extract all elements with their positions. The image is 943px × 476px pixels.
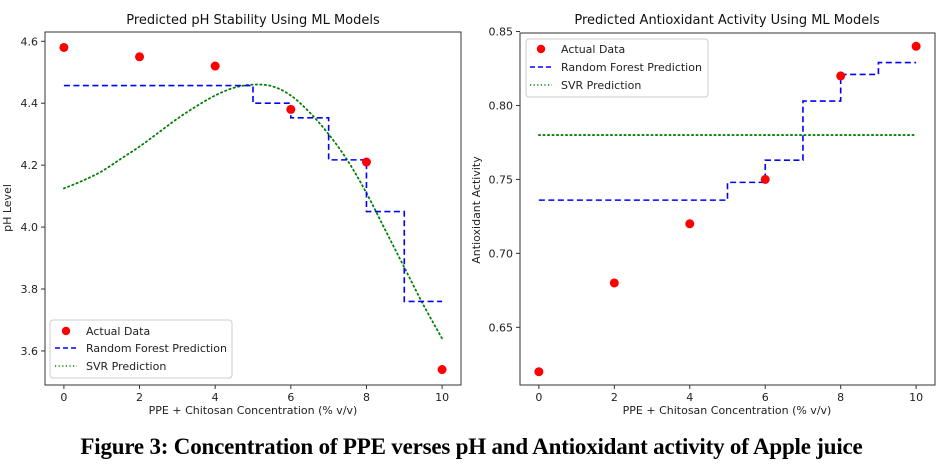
antioxidant-y-tick-label: 0.65 [489, 321, 514, 334]
antioxidant-legend: Actual Data Random Forest Prediction SVR… [525, 38, 709, 98]
antioxidant-plot-area [534, 41, 921, 377]
antioxidant-x-tick-label: 6 [762, 391, 769, 404]
figure-caption: Figure 3: Concentration of PPE verses pH… [80, 434, 863, 459]
antioxidant-chart: Predicted Antioxidant Activity Using ML … [470, 13, 936, 417]
ph-actual-data-point [361, 157, 371, 167]
ph-actual-data-point [437, 365, 447, 375]
ph-y-tick-label: 3.6 [21, 345, 39, 358]
antioxidant-x-tick-label: 4 [686, 391, 693, 404]
ph-legend-actual-label: Actual Data [86, 325, 150, 338]
ph-y-tick-label: 4.2 [21, 159, 39, 172]
antioxidant-legend-box [525, 38, 709, 98]
ph-y-tick-label: 4.0 [21, 221, 39, 234]
antioxidant-legend-svr-label: SVR Prediction [561, 79, 641, 92]
ph-y-axis-label: pH Level [1, 184, 14, 232]
antioxidant-random-forest-line [538, 61, 917, 201]
ph-legend-rf-label: Random Forest Prediction [86, 342, 227, 355]
antioxidant-actual-data-point [911, 41, 921, 51]
ph-x-tick-label: 10 [435, 391, 449, 404]
ph-legend: Actual Data Random Forest Prediction SVR… [49, 319, 233, 379]
ph-y-ticks: 3.6 3.8 4.0 4.2 4.4 4.6 [21, 35, 45, 358]
ph-actual-data-point [210, 61, 220, 71]
antioxidant-x-tick-label: 8 [837, 391, 844, 404]
antioxidant-actual-data-point [685, 219, 695, 229]
ph-svr-line [63, 83, 443, 340]
antioxidant-legend-rf-label: Random Forest Prediction [561, 61, 702, 74]
ph-x-tick-label: 8 [363, 391, 370, 404]
antioxidant-x-tick-label: 10 [909, 391, 923, 404]
ph-x-tick-label: 4 [212, 391, 219, 404]
ph-legend-svr-label: SVR Prediction [86, 360, 166, 373]
ph-legend-box [49, 319, 233, 379]
antioxidant-axes-frame [519, 32, 936, 386]
ph-y-tick-label: 4.4 [21, 97, 39, 110]
ph-x-tick-label: 2 [136, 391, 143, 404]
ph-plot-area [59, 42, 447, 375]
antioxidant-actual-data-point [609, 278, 619, 288]
antioxidant-y-tick-label: 0.85 [489, 26, 514, 39]
antioxidant-y-tick-label: 0.75 [489, 173, 514, 186]
antioxidant-actual-data-point [836, 71, 846, 81]
ph-actual-data-point [286, 104, 296, 114]
ph-random-forest-line [63, 84, 443, 303]
antioxidant-actual-data-point [534, 367, 544, 377]
ph-legend-actual-marker [61, 326, 71, 336]
ph-actual-data-point [59, 42, 69, 52]
antioxidant-y-ticks: 0.65 0.70 0.75 0.80 0.85 [489, 26, 520, 334]
antioxidant-x-axis-label: PPE + Chitosan Concentration (% v/v) [623, 404, 832, 417]
antioxidant-y-tick-label: 0.70 [489, 247, 514, 260]
antioxidant-legend-actual-marker [536, 44, 546, 54]
ph-x-tick-label: 6 [287, 391, 294, 404]
ph-chart: Predicted pH Stability Using ML Models 0… [1, 13, 462, 417]
ph-x-tick-label: 0 [60, 391, 67, 404]
ph-y-tick-label: 4.6 [21, 35, 39, 48]
ph-x-axis-label: PPE + Chitosan Concentration (% v/v) [149, 404, 358, 417]
antioxidant-chart-title: Predicted Antioxidant Activity Using ML … [574, 13, 879, 28]
ph-x-ticks: 0 2 4 6 8 10 [60, 385, 449, 404]
antioxidant-y-tick-label: 0.80 [489, 99, 514, 112]
antioxidant-legend-actual-label: Actual Data [561, 43, 625, 56]
ph-axes-frame [44, 31, 462, 386]
ph-chart-title: Predicted pH Stability Using ML Models [126, 13, 380, 28]
ph-y-tick-label: 3.8 [21, 283, 39, 296]
antioxidant-x-ticks: 0 2 4 6 8 10 [535, 385, 923, 404]
antioxidant-x-tick-label: 2 [611, 391, 618, 404]
antioxidant-x-tick-label: 0 [535, 391, 542, 404]
ph-actual-data-point [135, 52, 145, 62]
antioxidant-y-axis-label: Antioxidant Activity [470, 156, 483, 264]
antioxidant-actual-data-point [760, 174, 770, 184]
